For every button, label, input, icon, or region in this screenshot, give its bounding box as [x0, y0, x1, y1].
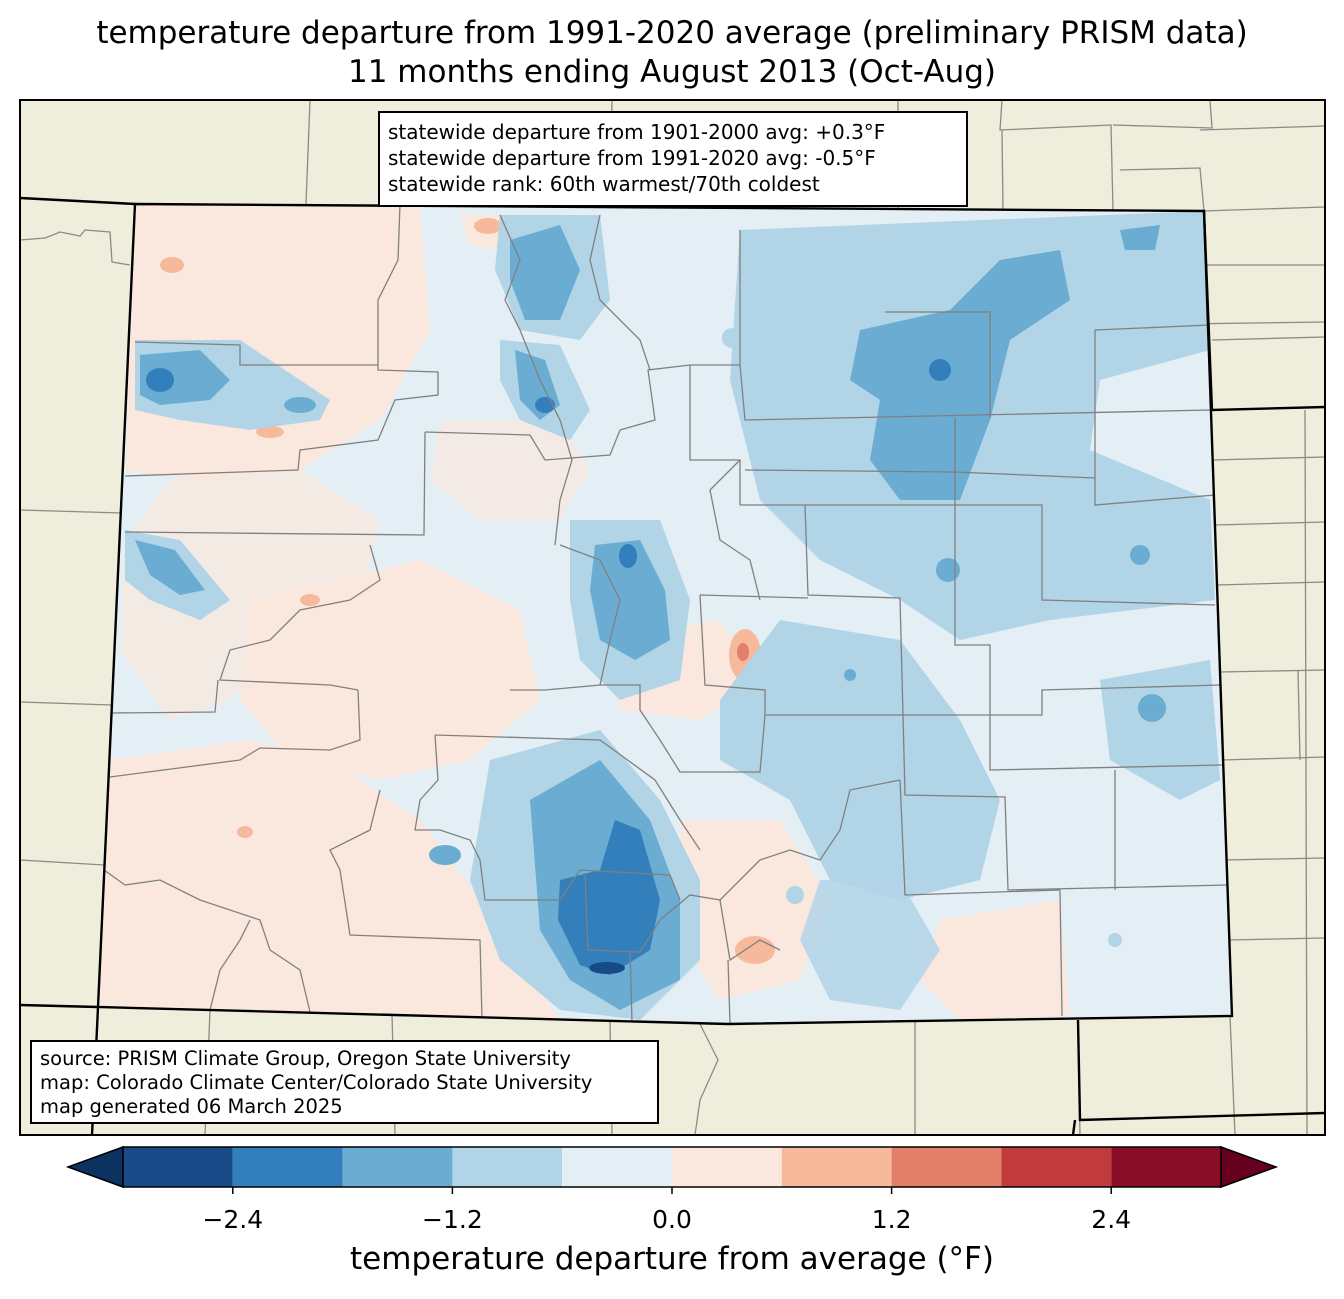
stats-departure-1991-2020: statewide departure from 1991-2020 avg: …	[388, 146, 876, 170]
stats-departure-1901-2000: statewide departure from 1901-2000 avg: …	[388, 120, 886, 144]
colorbar-bin-3	[452, 1147, 563, 1187]
map-title-line-1: temperature departure from 1991-2020 ave…	[96, 15, 1248, 51]
stats-rank: statewide rank: 60th warmest/70th coldes…	[388, 172, 820, 196]
temperature-departure-contours	[98, 204, 1220, 1020]
map-frame-border	[19, 99, 1326, 1136]
colorbar-tick-label: −2.4	[202, 1205, 264, 1234]
colorbar-bin-6	[781, 1147, 892, 1187]
colorbar-tick-label: 2.4	[1091, 1205, 1132, 1234]
colorbar-label: temperature departure from average (°F)	[350, 1241, 994, 1277]
county-boundaries	[103, 204, 1229, 1024]
colorbar-bin-0	[123, 1147, 233, 1187]
colorbar-bin-2	[342, 1147, 453, 1187]
colorado-map-area	[96, 202, 1234, 1026]
colorbar-bin-9	[1111, 1147, 1221, 1187]
source-line: source: PRISM Climate Group, Oregon Stat…	[40, 1047, 571, 1070]
colorbar-bin-5	[672, 1147, 782, 1187]
map-title-line-2: 11 months ending August 2013 (Oct-Aug)	[347, 54, 997, 90]
colorbar	[65, 1145, 1279, 1194]
colorbar-bin-8	[1001, 1147, 1112, 1187]
colorbar-under-arrow	[65, 1145, 124, 1189]
colorbar-bin-4	[562, 1147, 672, 1187]
map-credit-line: map: Colorado Climate Center/Colorado St…	[40, 1071, 593, 1094]
statewide-stats-box: statewide departure from 1901-2000 avg: …	[378, 111, 968, 207]
colorbar-over-arrow	[1220, 1145, 1279, 1189]
colorado-state-border	[96, 202, 1234, 1026]
source-box: source: PRISM Climate Group, Oregon Stat…	[30, 1040, 659, 1124]
map-generated-line: map generated 06 March 2025	[40, 1095, 343, 1118]
colorbar-tick-label: 0.0	[652, 1205, 692, 1234]
colorbar-bin-1	[232, 1147, 343, 1187]
colorbar-tick-label: −1.2	[422, 1205, 483, 1234]
colorbar-bin-7	[891, 1147, 1002, 1187]
colorbar-tick-label: 1.2	[871, 1205, 912, 1234]
